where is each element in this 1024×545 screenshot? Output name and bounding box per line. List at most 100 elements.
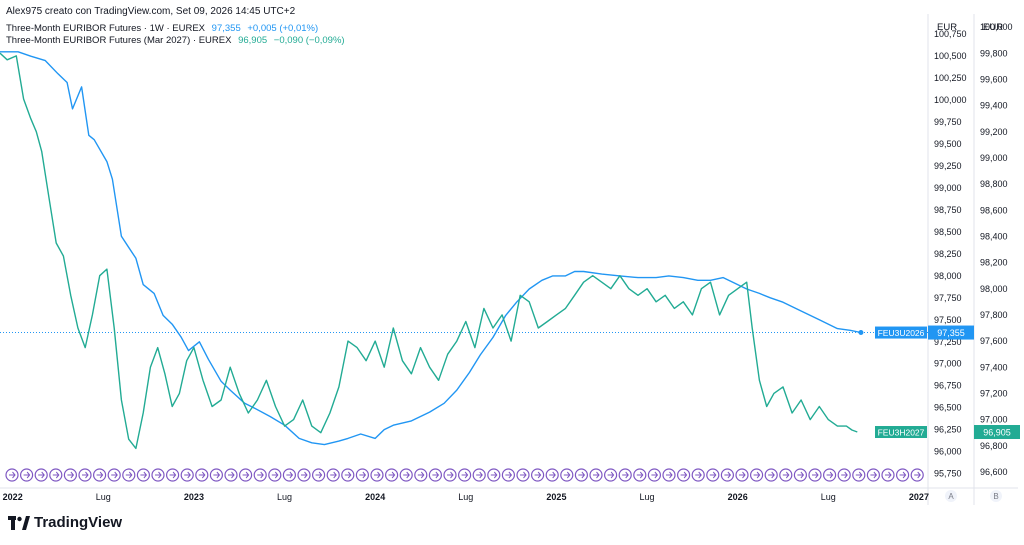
axis-a-tick-label: 99,250: [934, 161, 962, 171]
axis-b-tick-label: 99,600: [980, 74, 1008, 84]
event-marker-arrow: [899, 471, 907, 479]
axis-b-tick-label: 100,000: [980, 22, 1013, 32]
price-tag-label: 96,905: [983, 428, 1011, 438]
x-tick-label: Lug: [96, 492, 111, 502]
tradingview-logo-text: TradingView: [34, 514, 123, 531]
event-marker-arrow: [549, 471, 556, 479]
axis-a-tick-label: 98,000: [934, 271, 962, 281]
axis-b-tick-label: 97,600: [980, 336, 1008, 346]
price-tag-label: 97,355: [937, 328, 965, 338]
event-marker-arrow: [374, 471, 381, 479]
axis-a-tick-label: 96,500: [934, 403, 962, 413]
event-marker-arrow: [914, 471, 921, 479]
event-marker-arrow: [315, 471, 323, 479]
legend-series-1-value: 97,355: [211, 23, 241, 34]
axis-b-letter-badge[interactable]: [990, 490, 1002, 502]
legend-series-1-change: +0,005 (+0,01%): [247, 23, 319, 34]
axis-a-tick-label: 97,000: [934, 359, 962, 369]
event-marker-arrow: [739, 471, 746, 479]
event-marker-arrow: [330, 471, 337, 479]
axis-b-tick-label: 97,800: [980, 310, 1008, 320]
event-marker-arrow: [417, 471, 425, 479]
event-marker-arrow: [461, 471, 469, 479]
event-marker-arrow: [563, 471, 571, 479]
x-tick-label: Lug: [458, 492, 473, 502]
axis-a-tick-label: 98,250: [934, 249, 962, 259]
event-marker-arrow: [286, 471, 294, 479]
axis-a-tick-label: 100,250: [934, 73, 967, 83]
price-tag-feu3u2026[interactable]: [928, 325, 974, 340]
axis-b-tick-label: 99,200: [980, 127, 1008, 137]
event-marker-arrow: [388, 471, 396, 479]
axis-b-tick-label: 98,000: [980, 284, 1008, 294]
symbol-tag-feu3h2027[interactable]: [875, 426, 927, 439]
event-marker-arrow: [885, 471, 892, 479]
axis-b-tick-label: 98,600: [980, 205, 1008, 215]
x-tick-label: Lug: [277, 492, 292, 502]
event-marker-arrow: [768, 471, 775, 479]
event-marker-arrow: [344, 471, 352, 479]
axis-a-letter-badge[interactable]: [945, 490, 957, 502]
event-marker-arrow: [841, 471, 848, 479]
series-line-feu3h2027[interactable]: [0, 52, 858, 450]
event-marker-arrow: [812, 471, 819, 479]
event-marker-arrow: [695, 471, 702, 479]
x-tick-label: Lug: [821, 492, 836, 502]
event-marker-arrow: [38, 471, 45, 479]
event-marker-arrow: [826, 471, 834, 479]
event-marker-arrow: [403, 471, 410, 479]
x-tick-label: 2022: [3, 492, 23, 502]
axis-a-tick-label: 97,750: [934, 293, 962, 303]
event-marker-arrow: [782, 471, 790, 479]
symbol-tag-feu3u2026[interactable]: [875, 326, 927, 339]
x-tick-label: 2026: [728, 492, 748, 502]
event-marker-arrow: [111, 471, 118, 479]
axis-b-tick-label: 98,800: [980, 179, 1008, 189]
event-marker-arrow: [520, 471, 527, 479]
axis-b-tick-label: 97,400: [980, 362, 1008, 372]
legend-series-2-value: 96,905: [238, 35, 268, 46]
axis-a-tick-label: 97,500: [934, 315, 962, 325]
axis-b-tick-label: 96,600: [980, 467, 1008, 477]
x-tick-label: 2023: [184, 492, 204, 502]
event-marker-arrow: [578, 471, 586, 479]
event-marker-arrow: [432, 471, 440, 479]
event-marker-arrow: [636, 471, 644, 479]
axis-a-tick-label: 96,250: [934, 425, 962, 435]
event-marker-arrow: [490, 471, 498, 479]
axis-b-tick-label: 98,200: [980, 258, 1008, 268]
x-tick-label: 2025: [546, 492, 566, 502]
axis-b-tick-label: 96,800: [980, 441, 1008, 451]
event-marker-arrow: [52, 471, 60, 479]
last-point-marker: [858, 330, 864, 336]
axis-a-tick-label: 96,750: [934, 381, 962, 391]
price-tag-feu3h2027[interactable]: [974, 425, 1020, 440]
axis-a-tick-label: 99,000: [934, 183, 962, 193]
legend-series-2-name: Three-Month EURIBOR Futures (Mar 2027) ·…: [6, 35, 232, 46]
event-marker-arrow: [359, 471, 367, 479]
axis-b-tick-label: 97,000: [980, 415, 1008, 425]
series-line-feu3u2026[interactable]: [0, 51, 862, 446]
axis-a-currency: EUR: [937, 22, 957, 33]
event-marker-arrow: [870, 471, 878, 479]
event-marker-arrow: [67, 471, 75, 479]
event-marker-arrow: [680, 471, 688, 479]
tradingview-logo-icon: [8, 515, 30, 530]
event-marker-arrow: [169, 471, 177, 479]
event-marker-arrow: [213, 471, 221, 479]
symbol-tag-label: FEU3U2026: [878, 328, 925, 338]
axis-b-tick-label: 98,400: [980, 231, 1008, 241]
tradingview-logo[interactable]: TradingView: [8, 514, 122, 531]
event-marker-arrow: [228, 471, 235, 479]
axis-b-currency: EUR: [983, 22, 1003, 33]
legend-series-1[interactable]: Three-Month EURIBOR Futures · 1W · EUREX…: [6, 23, 318, 34]
axis-a-tick-label: 98,750: [934, 205, 962, 215]
legend-series-2[interactable]: Three-Month EURIBOR Futures (Mar 2027) ·…: [6, 35, 345, 46]
event-marker-arrow: [797, 471, 805, 479]
event-marker-arrow: [753, 471, 761, 479]
legend-series-2-change: −0,090 (−0,09%): [273, 35, 345, 46]
axis-a-tick-label: 97,250: [934, 337, 962, 347]
event-marker-arrow: [271, 471, 279, 479]
event-marker-arrow: [505, 471, 513, 479]
